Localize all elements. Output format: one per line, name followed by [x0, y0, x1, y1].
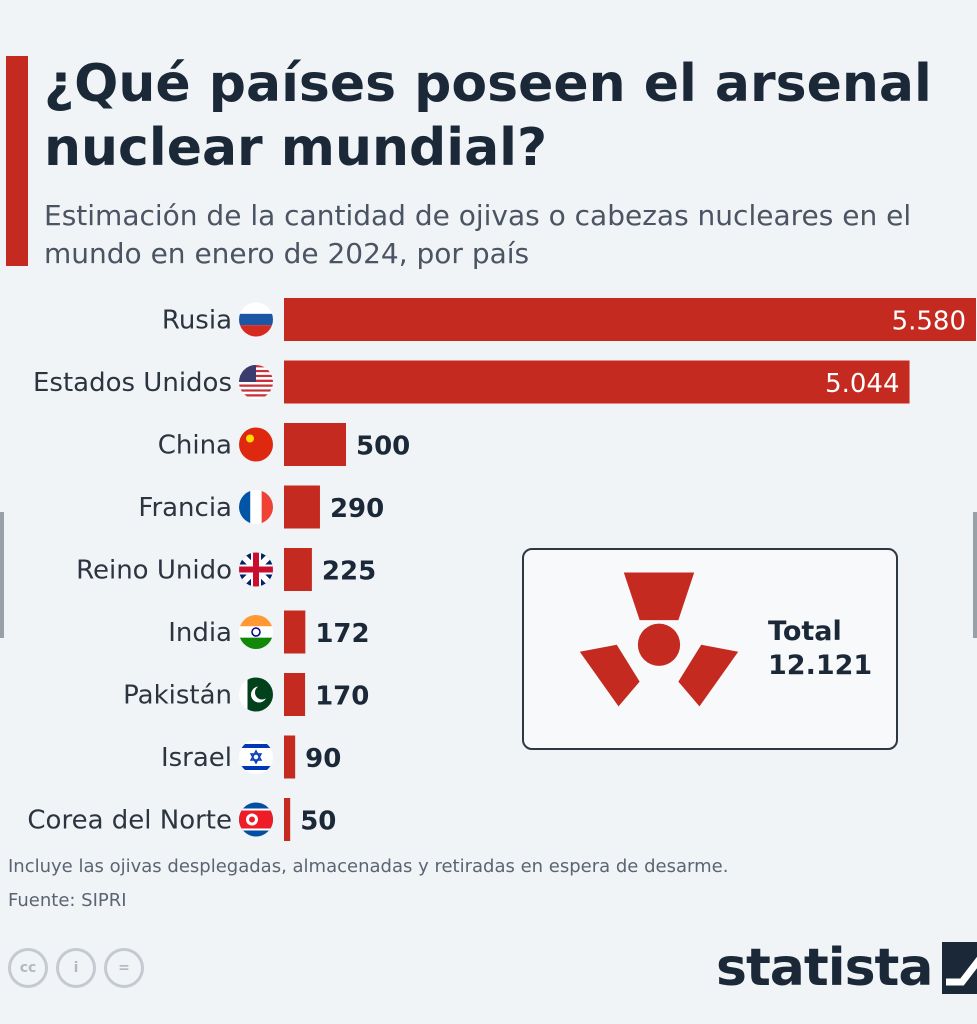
brand-name: statista	[716, 938, 933, 998]
bar	[284, 298, 976, 341]
right-edge-mark	[973, 512, 977, 638]
category-label: India	[168, 618, 232, 648]
value-label: 225	[322, 557, 376, 587]
total-value: 12.121	[768, 650, 873, 681]
by-icon[interactable]: i	[56, 948, 96, 988]
license-icons: cc i =	[8, 948, 144, 988]
source-text: Fuente: SIPRI	[8, 890, 127, 911]
bar-row: Pakistán 170	[123, 673, 369, 716]
value-label: 90	[305, 744, 341, 774]
radiation-icon	[579, 572, 739, 707]
category-label: Israel	[161, 743, 232, 773]
bar-row: India 172	[168, 610, 370, 654]
statista-logo-icon	[942, 942, 977, 994]
cc-icon[interactable]: cc	[8, 948, 48, 988]
bar	[284, 610, 306, 654]
bar-row: Francia 290	[138, 485, 384, 529]
category-label: Corea del Norte	[27, 806, 232, 836]
pakistan-flag-icon	[239, 677, 273, 712]
left-edge-mark	[0, 512, 4, 638]
value-label: 50	[300, 807, 336, 837]
bar	[284, 673, 306, 716]
bar	[284, 485, 320, 529]
page-subtitle: Estimación de la cantidad de ojivas o ca…	[44, 199, 912, 270]
category-label: Francia	[138, 493, 232, 523]
category-label: Rusia	[162, 306, 232, 336]
category-label: China	[158, 431, 232, 461]
india-flag-icon	[239, 615, 273, 649]
bar-chart: Rusia 5.580 Estados Unidos 5.044 China 500 Fra…	[27, 298, 976, 841]
category-label: Estados Unidos	[33, 368, 232, 398]
bar-row: Israel 90	[161, 735, 341, 779]
north-korea-flag-icon	[239, 802, 273, 837]
category-label: Pakistán	[123, 681, 232, 711]
bar	[284, 423, 347, 466]
total-box: Total 12.121	[522, 548, 898, 750]
bar-row: Reino Unido 225	[76, 548, 376, 591]
bar	[284, 548, 312, 591]
bar-row: Estados Unidos 5.044	[33, 360, 910, 404]
value-label: 5.580	[892, 307, 966, 337]
bar	[284, 360, 910, 404]
footnote: Incluye las ojivas desplegadas, almacena…	[8, 856, 729, 877]
russia-flag-icon	[239, 302, 273, 337]
value-label: 5.044	[825, 369, 899, 399]
china-flag-icon	[239, 427, 273, 462]
bar-row: China 500	[158, 423, 410, 466]
nd-icon[interactable]: =	[104, 948, 144, 988]
bar-row: Corea del Norte 50	[27, 798, 336, 841]
value-label: 170	[315, 682, 369, 712]
statista-brand[interactable]: statista	[716, 938, 977, 998]
title-accent-bar	[6, 56, 28, 266]
bar	[284, 798, 291, 841]
usa-flag-icon	[239, 365, 273, 399]
value-label: 172	[315, 619, 369, 649]
bar	[284, 735, 296, 779]
value-label: 500	[356, 432, 410, 462]
bar-row: Rusia 5.580	[162, 298, 976, 341]
israel-flag-icon	[239, 740, 273, 774]
category-label: Reino Unido	[76, 556, 232, 586]
value-label: 290	[330, 494, 384, 524]
page-title: ¿Qué países poseen el arsenal nuclear mu…	[44, 54, 932, 178]
total-label: Total	[768, 616, 842, 647]
france-flag-icon	[239, 490, 273, 524]
uk-flag-icon	[239, 552, 273, 587]
